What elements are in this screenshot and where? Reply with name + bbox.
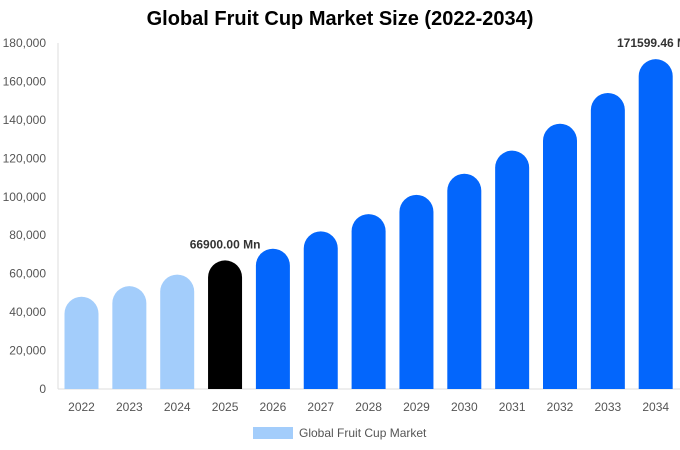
data-labels-group: 66900.00 Mn 171599.46 Mn [190, 36, 680, 251]
chart-title: Global Fruit Cup Market Size (2022-2034) [146, 8, 534, 30]
x-tick-label: 2031 [499, 400, 526, 414]
bar-2025[interactable] [208, 260, 243, 389]
y-tick-label: 160,000 [3, 74, 47, 88]
x-tick-label: 2030 [451, 400, 478, 414]
bars-group [64, 59, 673, 390]
bar-2031[interactable] [495, 150, 530, 389]
bar-2028[interactable] [351, 214, 386, 389]
x-tick-label: 2026 [260, 400, 287, 414]
bar-2033[interactable] [590, 92, 625, 389]
data-label: 171599.46 Mn [617, 36, 680, 50]
y-tick-label: 100,000 [3, 190, 47, 204]
bar-2030[interactable] [447, 173, 482, 389]
y-tick-label: 40,000 [9, 305, 46, 319]
bar-2027[interactable] [303, 231, 338, 389]
x-axis: 2022 2023 2024 2025 2026 2027 2028 2029 2030 2031… [58, 388, 680, 414]
bar-2034[interactable] [638, 59, 673, 389]
x-tick-label: 2025 [212, 400, 239, 414]
bar-2032[interactable] [543, 123, 577, 390]
bar-2023[interactable] [112, 286, 147, 389]
x-tick-label: 2032 [547, 400, 574, 414]
x-tick-label: 2028 [355, 400, 382, 414]
legend-swatch[interactable] [253, 427, 293, 439]
y-axis: 0 20,000 40,000 60,000 80,000 100,000 120,000 1… [3, 36, 59, 396]
y-tick-label: 180,000 [3, 36, 47, 50]
y-tick-label: 120,000 [3, 151, 47, 165]
x-tick-label: 2022 [68, 400, 95, 414]
bar-2029[interactable] [399, 194, 434, 389]
y-tick-label: 140,000 [3, 113, 47, 127]
bar-2026[interactable] [255, 248, 290, 389]
x-tick-label: 2027 [307, 400, 334, 414]
y-tick-label: 80,000 [9, 228, 46, 242]
y-tick-label: 60,000 [9, 267, 46, 281]
x-tick-label: 2033 [594, 400, 621, 414]
y-tick-label: 0 [39, 382, 46, 396]
bar-2022[interactable] [64, 296, 99, 389]
x-tick-label: 2024 [164, 400, 191, 414]
legend-label[interactable]: Global Fruit Cup Market [299, 426, 427, 440]
bar-2024[interactable] [160, 274, 195, 389]
y-tick-label: 20,000 [9, 344, 46, 358]
x-tick-label: 2029 [403, 400, 430, 414]
legend[interactable]: Global Fruit Cup Market [253, 426, 427, 440]
x-tick-label: 2034 [642, 400, 669, 414]
x-tick-label: 2023 [116, 400, 143, 414]
data-label: 66900.00 Mn [190, 237, 261, 251]
